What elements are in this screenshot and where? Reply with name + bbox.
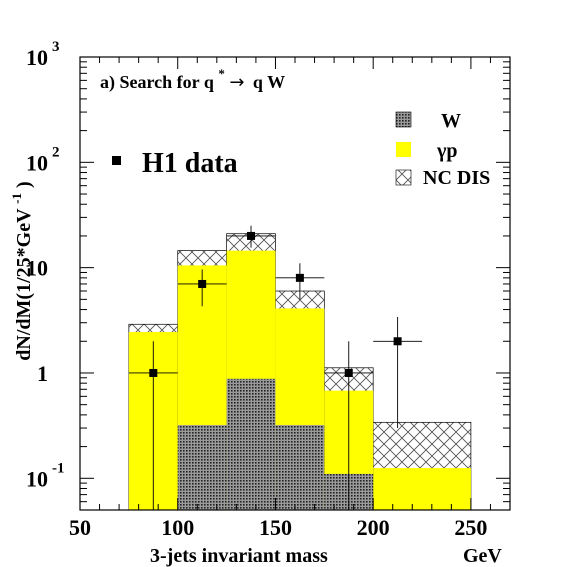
y-tick-label: 10 — [26, 256, 48, 281]
x-axis-title: 3-jets invariant mass — [150, 545, 328, 567]
legend-swatch-gammap — [396, 142, 411, 157]
panel-title-suffix: q W — [253, 72, 285, 92]
panel-title-superscript: * — [218, 66, 225, 81]
data-marker — [149, 368, 158, 377]
panel-title-prefix: a) Search for q — [100, 72, 214, 93]
bar-w-3 — [275, 425, 325, 510]
h1-data-label: H1 data — [142, 148, 238, 179]
data-marker — [198, 279, 207, 288]
x-tick-label: 50 — [69, 515, 91, 540]
y-axis-title-superscript: -1 — [9, 193, 24, 204]
data-point-4 — [324, 341, 374, 510]
y-axis-title-close: ) — [13, 181, 35, 188]
y-tick-label: 10 — [26, 150, 48, 175]
y-tick-exponent: 2 — [52, 144, 60, 160]
legend: W γp NC DIS — [395, 110, 490, 189]
y-tick-exponent: 3 — [52, 39, 60, 55]
x-tick-label: 250 — [454, 515, 487, 540]
x-tick-label: 200 — [357, 515, 390, 540]
y-axis-title: dN/dM(1/25*GeV -1 ) — [4, 181, 35, 360]
data-marker — [247, 231, 256, 240]
x-tick-label: 150 — [259, 515, 292, 540]
panel-title: a) Search for q * → q W — [100, 62, 285, 93]
data-point-1 — [177, 269, 227, 307]
data-marker — [344, 368, 353, 377]
data-point-3 — [275, 263, 325, 300]
stacked-histogram — [128, 233, 472, 511]
data-marker — [393, 337, 402, 346]
legend-swatch-ncdis — [395, 169, 412, 186]
y-axis-title-main: dN/dM(1/25*GeV — [13, 208, 35, 361]
data-point-5 — [373, 316, 423, 429]
bar-p-5 — [373, 468, 471, 510]
x-axis-unit: GeV — [463, 545, 502, 567]
data-marker — [295, 273, 304, 282]
y-tick-label: 1 — [37, 361, 48, 386]
legend-label-w: W — [441, 110, 461, 132]
bar-w-2 — [226, 378, 276, 510]
h1-data-marker — [112, 156, 121, 165]
bar-w-1 — [177, 425, 227, 510]
data-point-0 — [128, 341, 178, 510]
x-tick-label: 100 — [161, 515, 194, 540]
legend-label-ncdis: NC DIS — [423, 167, 490, 189]
data-point-2 — [226, 225, 276, 248]
data-points — [128, 225, 423, 510]
legend-swatch-w — [395, 111, 412, 128]
y-tick-label: 10 — [26, 466, 48, 491]
legend-label-gammap: γp — [436, 140, 457, 162]
y-tick-label: 10 — [26, 45, 48, 70]
panel-title-arrow: → — [229, 72, 244, 93]
y-tick-exponent: -1 — [52, 460, 65, 476]
